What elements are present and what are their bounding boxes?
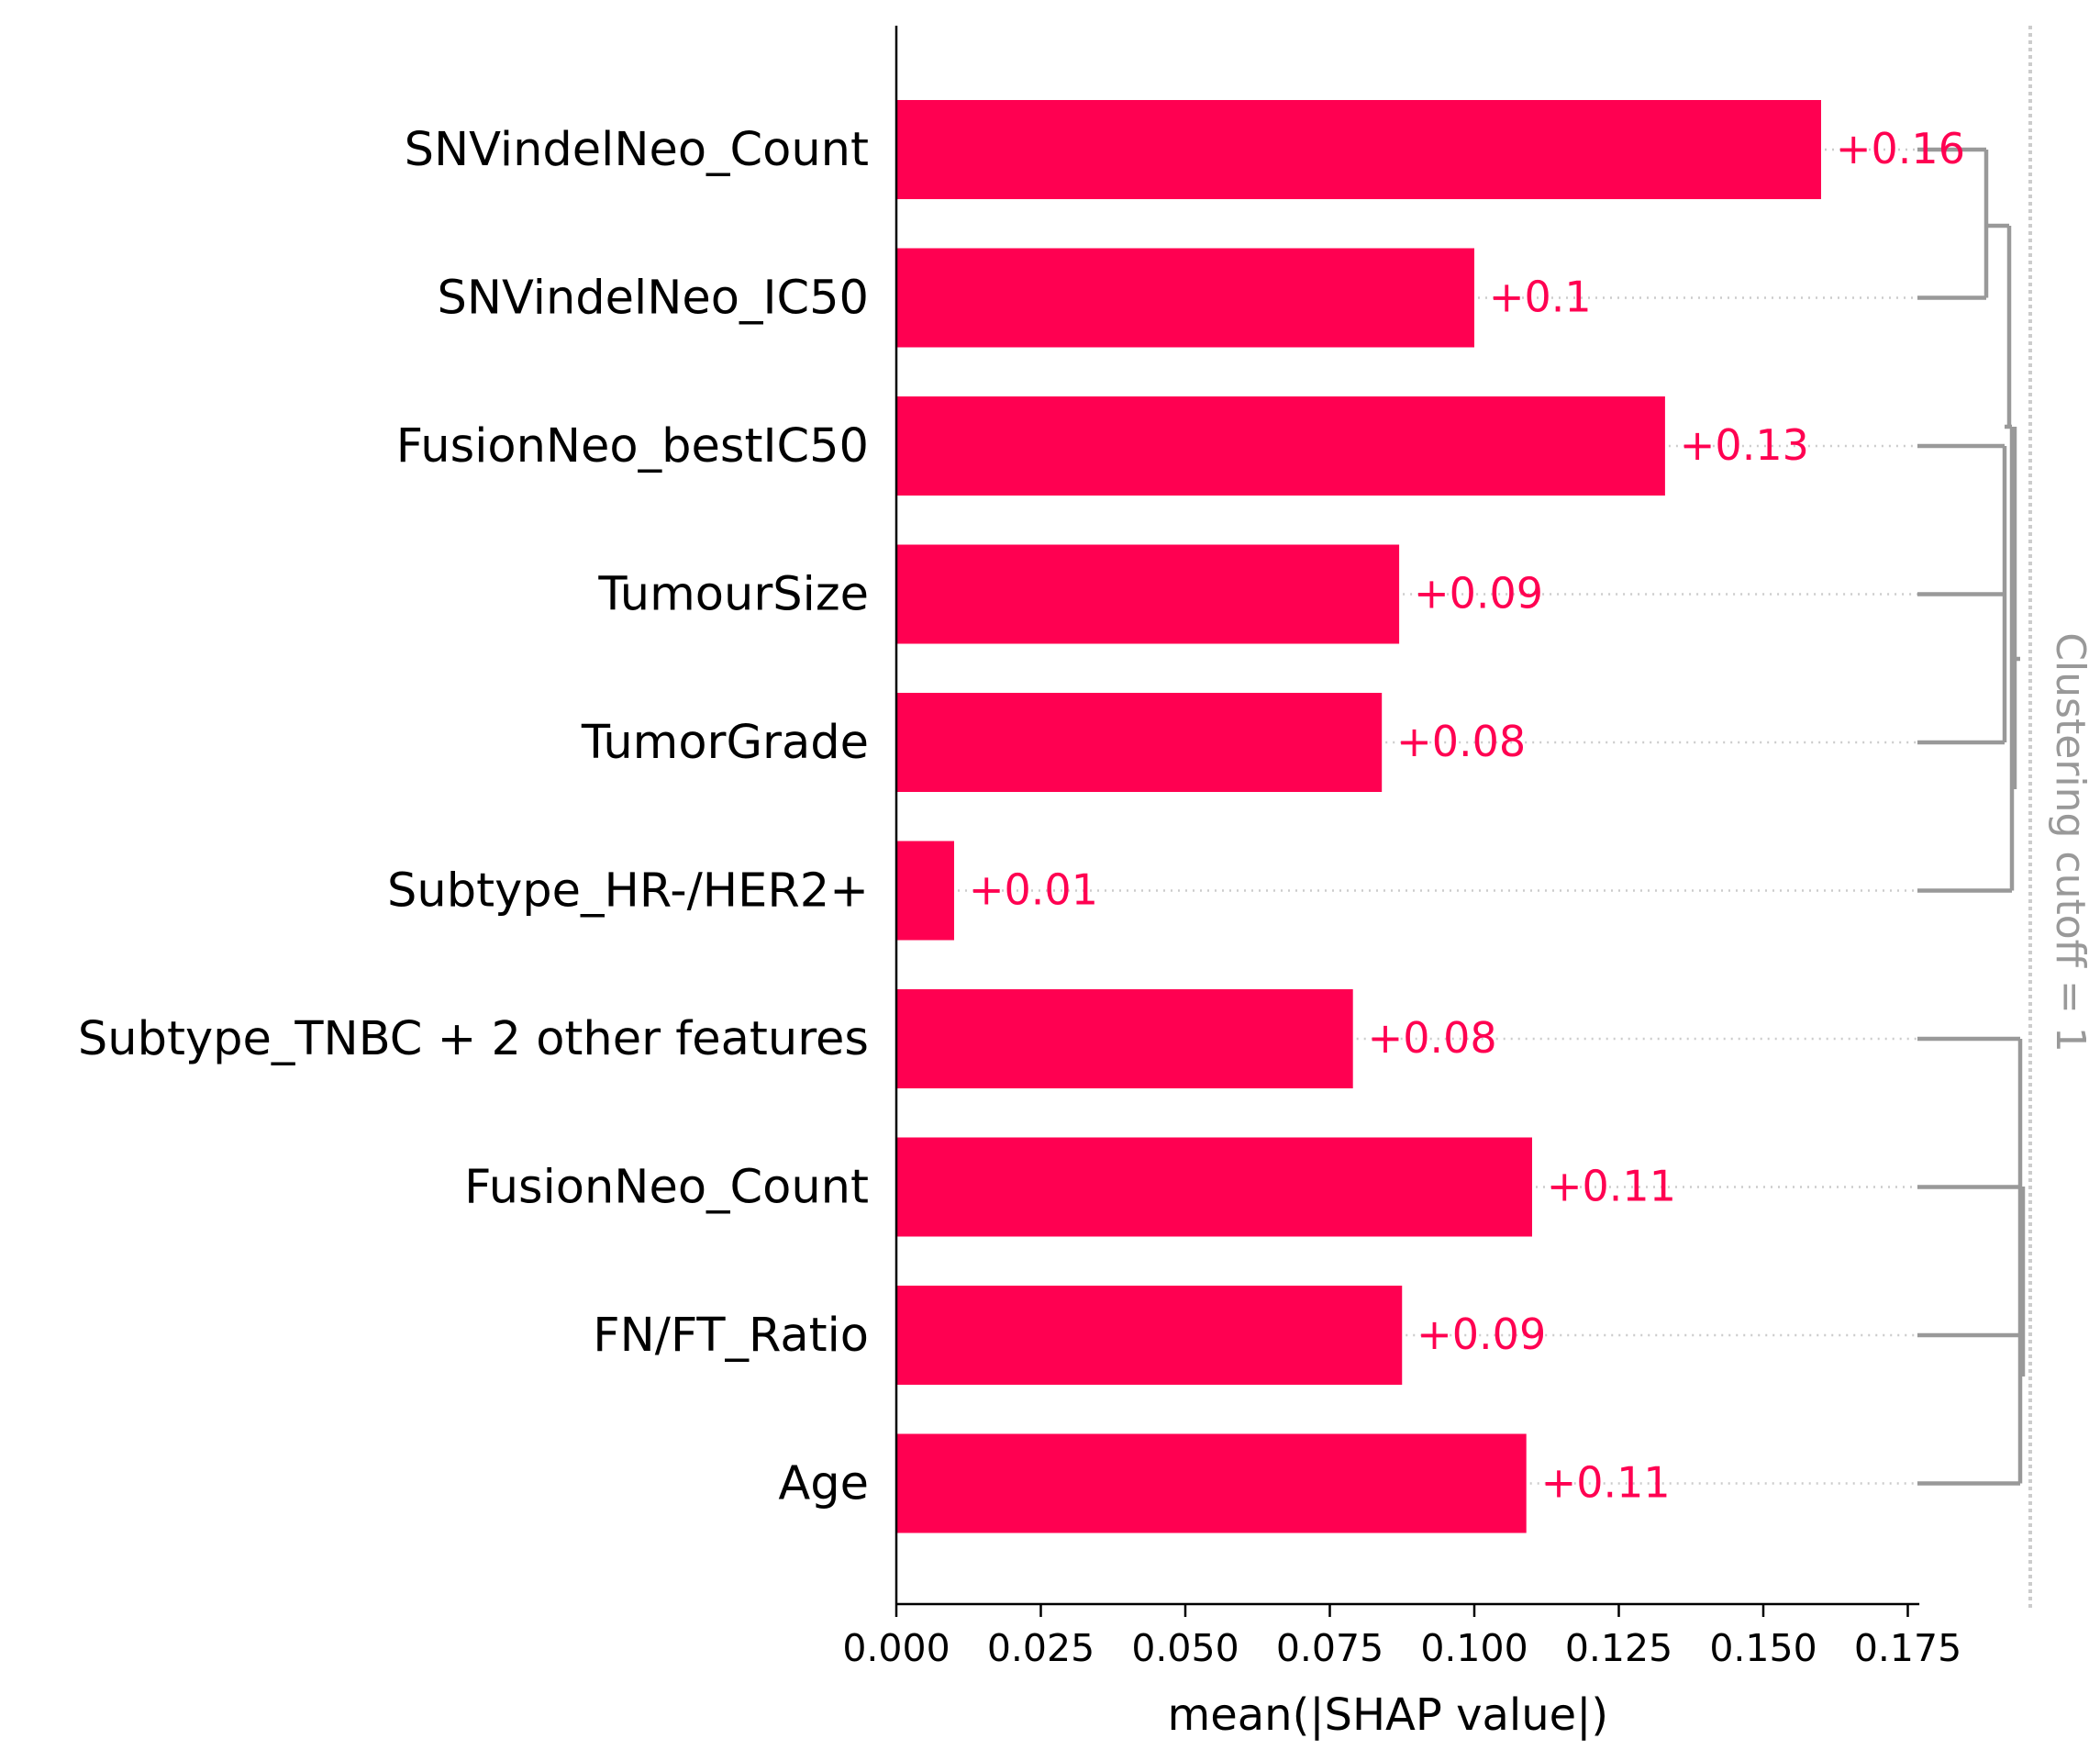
feature-label: Subtype_TNBC + 2 other features xyxy=(78,1012,869,1066)
bar xyxy=(896,989,1353,1088)
x-axis-title: mean(|SHAP value|) xyxy=(1167,1689,1608,1741)
x-tick-label: 0.150 xyxy=(1709,1626,1817,1670)
feature-label: SNVindelNeo_IC50 xyxy=(438,272,869,326)
x-tick-label: 0.075 xyxy=(1276,1626,1383,1670)
bar xyxy=(896,1433,1527,1533)
value-label: +0.13 xyxy=(1680,420,1809,470)
feature-label: Age xyxy=(778,1457,869,1511)
bar xyxy=(896,248,1474,348)
x-tick-label: 0.050 xyxy=(1131,1626,1239,1670)
value-label: +0.11 xyxy=(1541,1458,1671,1508)
feature-label: TumourSize xyxy=(597,568,869,622)
value-label: +0.08 xyxy=(1368,1013,1497,1063)
value-label: +0.1 xyxy=(1489,273,1592,322)
feature-label: Subtype_HR-/HER2+ xyxy=(387,864,869,919)
bars xyxy=(896,100,1821,1533)
value-label: +0.09 xyxy=(1417,1310,1546,1359)
feature-label: FN/FT_Ratio xyxy=(593,1309,869,1363)
x-tick-label: 0.100 xyxy=(1420,1626,1528,1670)
value-label: +0.01 xyxy=(969,865,1098,915)
x-tick-label: 0.125 xyxy=(1565,1626,1672,1670)
feature-label: FusionNeo_Count xyxy=(464,1161,869,1215)
bar xyxy=(896,396,1665,496)
bar xyxy=(896,693,1383,792)
bar xyxy=(896,100,1821,199)
x-tick-label: 0.025 xyxy=(987,1626,1094,1670)
x-axis: 0.000 0.025 0.050 0.075 0.100 0.125 0.150 0.175 xyxy=(842,26,1961,1670)
bar xyxy=(896,841,954,941)
feature-label: FusionNeo_bestIC50 xyxy=(396,419,869,474)
labels: +0.16 SNVindelNeo_Count +0.1 SNVindelNeo_IC… xyxy=(78,123,1965,1511)
x-tick-label: 0.175 xyxy=(1854,1626,1961,1670)
value-label: +0.11 xyxy=(1547,1162,1676,1211)
bar xyxy=(896,1137,1532,1237)
feature-label: SNVindelNeo_Count xyxy=(405,123,869,177)
value-guide-lines xyxy=(958,148,1917,1485)
value-label: +0.16 xyxy=(1836,124,1965,173)
clustering-cutoff-label: Clustering cutoff = 1 xyxy=(2047,632,2094,1053)
bar xyxy=(896,1286,1403,1385)
clustering-dendrogram xyxy=(1917,26,2032,1608)
value-label: +0.08 xyxy=(1396,717,1526,766)
value-label: +0.09 xyxy=(1414,569,1543,619)
x-tick-label: 0.000 xyxy=(842,1626,950,1670)
feature-label: TumorGrade xyxy=(581,716,869,770)
bar xyxy=(896,544,1400,644)
